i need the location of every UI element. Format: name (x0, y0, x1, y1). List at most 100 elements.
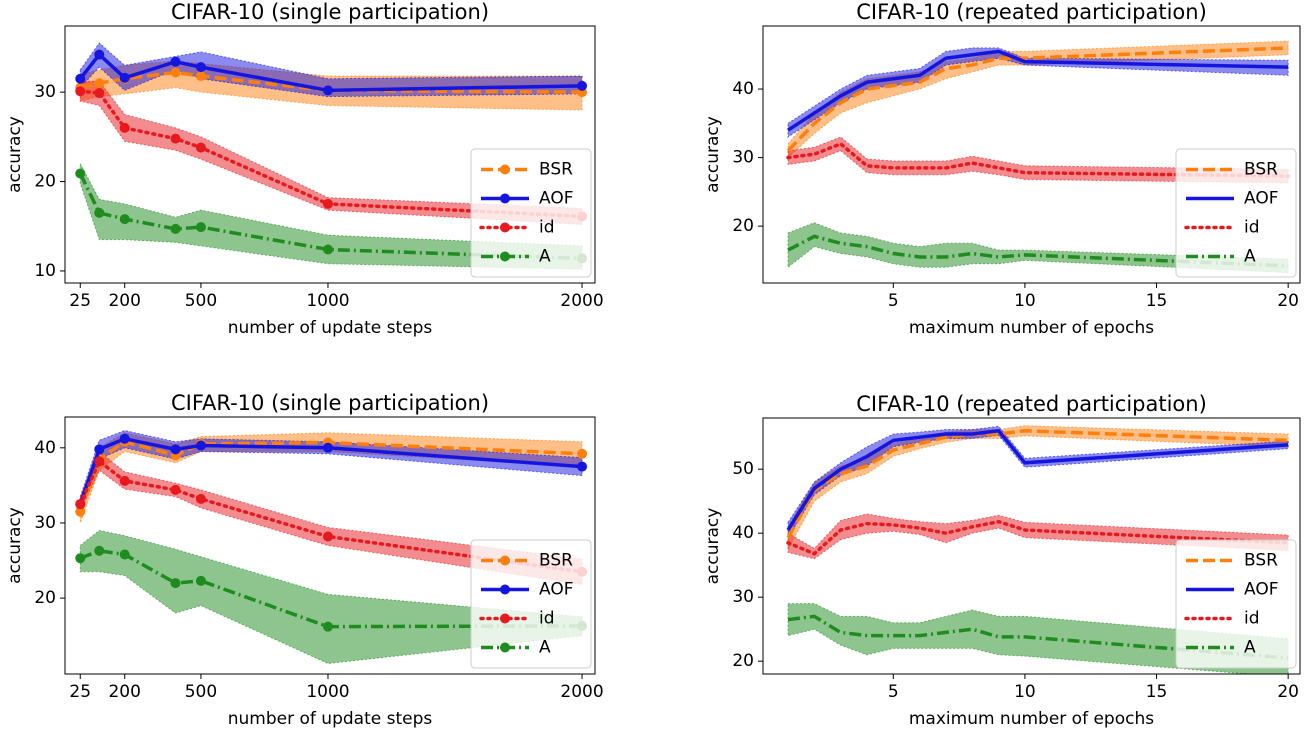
y-tick-label: 20 (34, 172, 56, 192)
chart-title: CIFAR-10 (single participation) (171, 391, 489, 415)
data-point (75, 553, 86, 564)
series-line (787, 614, 1289, 660)
y-tick-label: 20 (34, 588, 56, 608)
chart-title: CIFAR-10 (repeated participation) (856, 392, 1207, 416)
data-point (170, 444, 181, 455)
y-tick-label: 40 (34, 438, 56, 458)
data-point (119, 122, 130, 133)
legend-box (1175, 148, 1297, 278)
x-tick-label: 15 (1146, 682, 1168, 702)
y-tick-label: 30 (34, 82, 56, 102)
confidence-band (787, 603, 1289, 674)
data-point (195, 71, 206, 82)
legend-label: A (539, 247, 551, 267)
data-point (322, 85, 333, 96)
y-tick-label: 20 (732, 651, 754, 671)
legend-box (470, 539, 592, 669)
data-point (75, 506, 86, 517)
y-tick-label: 20 (732, 216, 754, 236)
y-tick-label: 30 (34, 513, 56, 533)
legend-box (1175, 539, 1297, 669)
data-point (94, 78, 105, 89)
data-point (75, 168, 86, 179)
legend-label: id (539, 609, 555, 629)
data-point (322, 442, 333, 453)
data-point (170, 578, 181, 589)
data-point (119, 549, 130, 560)
x-axis-label: number of update steps (228, 709, 433, 729)
y-tick-label: 50 (732, 459, 754, 479)
data-point (75, 499, 86, 510)
legend-label: id (1244, 609, 1260, 629)
y-tick-label: 40 (732, 79, 754, 99)
plot-area (786, 40, 1290, 274)
x-axis-label: maximum number of epochs (909, 709, 1154, 729)
x-tick-label: 20 (1277, 291, 1299, 311)
data-point (94, 88, 105, 99)
data-point (119, 72, 130, 83)
data-point (170, 133, 181, 144)
data-point (195, 222, 206, 233)
x-tick-label: 2000 (560, 291, 603, 311)
series-line (786, 46, 1289, 152)
data-point (119, 475, 130, 486)
legend-marker (500, 584, 510, 595)
chart-title: CIFAR-10 (single participation) (171, 0, 489, 24)
x-tick-label: 20 (1277, 682, 1299, 702)
legend-marker (500, 222, 510, 233)
legend-label: id (1244, 218, 1260, 238)
data-point (94, 444, 105, 455)
series-line (787, 49, 1289, 132)
legend-label: BSR (1244, 160, 1278, 180)
data-point (119, 214, 130, 225)
data-point (577, 448, 588, 459)
y-tick-label: 40 (732, 523, 754, 543)
y-axis-label: accuracy (703, 508, 723, 585)
data-point (195, 142, 206, 153)
confidence-band (787, 47, 1289, 138)
x-tick-label: 25 (69, 682, 91, 702)
data-point (195, 440, 206, 451)
x-tick-label: 1000 (306, 682, 349, 702)
data-point (195, 493, 206, 504)
series-line (786, 428, 1289, 531)
data-point (94, 207, 105, 218)
x-tick-label: 5 (888, 291, 899, 311)
data-point (94, 49, 105, 60)
legend-label: id (539, 218, 555, 238)
confidence-band (787, 513, 1289, 560)
legend-label: BSR (539, 160, 573, 180)
legend-label: BSR (1244, 551, 1278, 571)
plot-area (786, 425, 1290, 674)
x-axis-label: number of update steps (228, 318, 433, 338)
data-point (170, 67, 181, 78)
x-tick-label: 1000 (306, 291, 349, 311)
legend-marker (500, 613, 510, 624)
legend-marker (500, 251, 510, 262)
plot-area (75, 430, 588, 664)
x-tick-label: 500 (185, 682, 217, 702)
data-point (322, 198, 333, 209)
axes-frame (762, 417, 1301, 675)
data-point (577, 461, 588, 472)
x-tick-label: 25 (69, 291, 91, 311)
y-axis-label: accuracy (5, 116, 25, 193)
data-point (170, 484, 181, 495)
legend-label: A (1244, 247, 1256, 267)
axes-frame (64, 25, 596, 284)
x-tick-label: 200 (108, 291, 140, 311)
data-point (75, 73, 86, 84)
data-point (195, 62, 206, 73)
data-point (94, 545, 105, 556)
y-axis-label: accuracy (703, 116, 723, 193)
y-tick-label: 30 (732, 148, 754, 168)
confidence-band (79, 529, 583, 664)
confidence-band (79, 430, 583, 512)
x-tick-label: 10 (1014, 682, 1036, 702)
data-point (322, 621, 333, 632)
legend-label: AOF (1244, 189, 1279, 209)
data-point (170, 56, 181, 67)
legend-marker (500, 164, 510, 175)
legend-label: AOF (539, 189, 574, 209)
